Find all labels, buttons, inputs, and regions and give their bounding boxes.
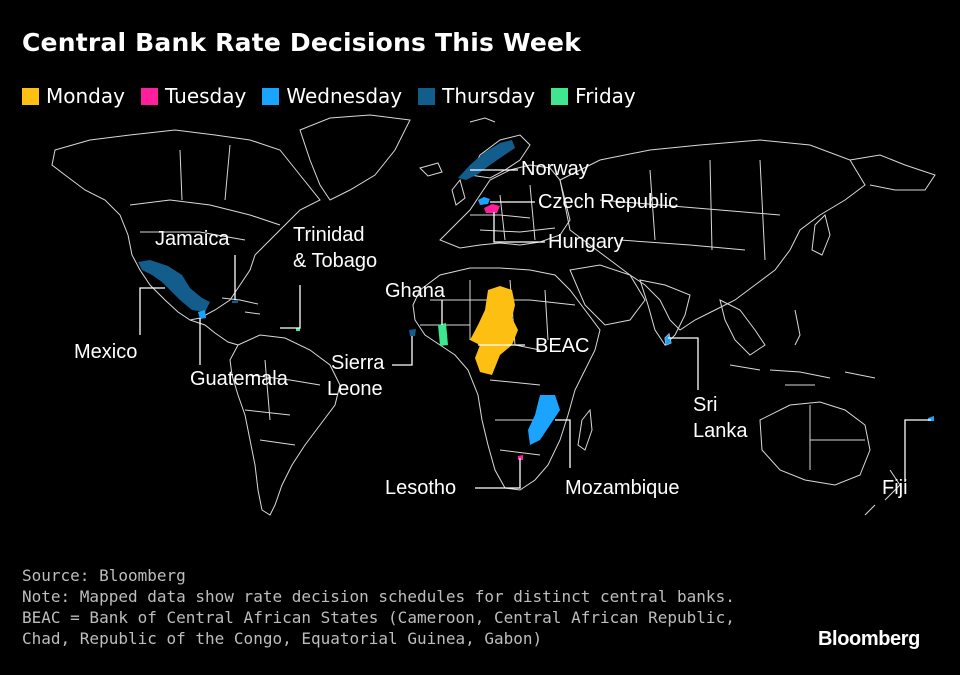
land-india [639,279,691,346]
highlighted-countries [138,140,934,460]
region-sierra-leone [409,329,416,336]
land-europe-borders [470,184,556,241]
leader-sri-lanka [668,337,699,390]
map-labels: Norway Czech Republic Hungary Jamaica Tr… [74,158,908,499]
leader-trinidad [280,285,301,329]
leader-fiji [904,419,931,482]
region-lesotho [518,455,523,460]
region-mozambique [528,395,560,445]
label-sri-lanka-line2: Lanka [693,420,748,442]
label-trinidad-line1: Trinidad [293,224,365,246]
legend-swatch-wednesday [262,87,280,105]
land-iceland [419,162,443,177]
land-svalbard [469,117,496,123]
label-hungary: Hungary [548,231,624,253]
leader-mozambique [555,419,571,468]
region-beac [470,286,518,375]
label-norway: Norway [521,158,589,180]
legend-label-monday: Monday [46,84,125,108]
region-czech-republic [478,197,490,205]
legend-label-wednesday: Wednesday [286,84,403,108]
beac-note-line2: Chad, Republic of the Congo, Equatorial … [22,629,543,648]
footer: Source: Bloomberg Note: Mapped data show… [22,565,735,649]
land-south-america [229,334,341,516]
leader-hungary [493,212,545,243]
label-jamaica: Jamaica [155,228,230,250]
bloomberg-logo: Bloomberg [818,628,920,650]
land-new-zealand [864,469,901,516]
land-se-asia [719,299,766,356]
chart-title: Central Bank Rate Decisions This Week [22,28,582,57]
legend-item-monday: Monday [22,84,125,108]
land-greenland [299,114,411,201]
region-sri-lanka [665,334,671,345]
legend-label-friday: Friday [575,84,636,108]
land-sa-interior [244,359,321,446]
source-note: Source: Bloomberg [22,566,186,585]
label-mozambique: Mozambique [565,477,680,499]
legend-swatch-monday [22,87,39,105]
world-map: Norway Czech Republic Hungary Jamaica Tr… [51,114,936,516]
label-ghana: Ghana [385,280,446,302]
label-guatemala: Guatemala [190,368,289,390]
region-hungary [484,204,500,213]
label-beac: BEAC [535,335,589,357]
land-philippines [794,309,801,346]
legend: Monday Tuesday Wednesday Thursday Friday [22,84,652,108]
region-norway [458,140,515,180]
beac-note-line1: BEAC = Bank of Central African States (C… [22,608,735,627]
region-mexico [138,260,210,312]
region-ghana [438,323,448,346]
region-jamaica [232,300,238,303]
land-scandinavia [469,134,531,179]
land-na-interior [129,144,281,241]
land-madagascar [577,408,593,451]
leader-lines [139,169,931,489]
leader-sierra-leone [392,336,413,366]
legend-swatch-thursday [418,87,436,105]
land-central-america [189,319,239,346]
leader-lesotho [475,458,521,489]
land-arabia [569,264,646,326]
legend-label-tuesday: Tuesday [164,84,247,108]
land-japan [811,214,831,256]
land-caribbean [221,297,261,315]
label-mexico: Mexico [74,341,137,363]
legend-label-thursday: Thursday [442,84,536,108]
label-trinidad-line2: & Tobago [293,250,377,272]
land-indonesia [729,364,876,386]
legend-item-wednesday: Wednesday [262,84,402,108]
label-sierra-line1: Sierra [331,352,385,374]
land-australia [759,401,871,486]
leader-mexico [139,287,165,335]
legend-swatch-tuesday [140,87,158,105]
land-uk [451,178,466,206]
label-sri-lanka-line1: Sri [693,394,717,416]
land-australia-borders [809,405,865,470]
label-czech-republic: Czech Republic [538,191,678,213]
legend-item-thursday: Thursday [418,84,535,108]
land-north-america [51,129,321,321]
legend-item-friday: Friday [551,84,636,108]
label-lesotho: Lesotho [385,477,456,499]
legend-item-tuesday: Tuesday [140,84,247,108]
methodology-note: Note: Mapped data show rate decision sch… [22,587,735,606]
land-asia-borders [599,159,781,261]
label-fiji: Fiji [882,477,908,499]
land-far-east [849,154,936,191]
legend-swatch-friday [551,87,569,105]
land-africa [412,267,601,491]
region-guatemala [198,310,206,319]
land-asia [559,139,866,331]
label-sierra-line2: Leone [327,378,383,400]
